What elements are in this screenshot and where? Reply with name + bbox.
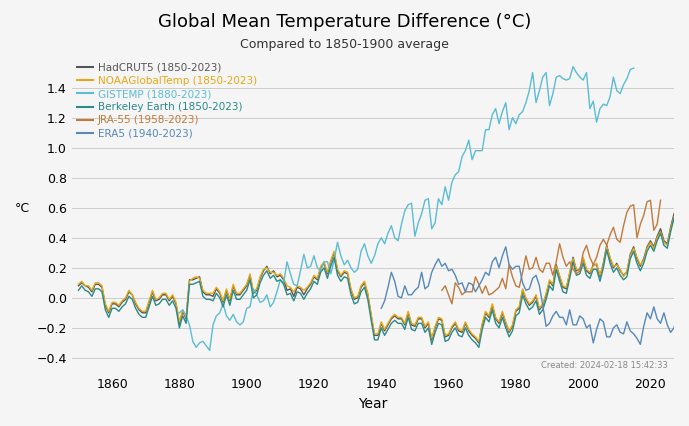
Y-axis label: °C: °C bbox=[15, 202, 30, 215]
Legend: HadCRUT5 (1850-2023), NOAAGlobalTemp (1850-2023), GISTEMP (1880-2023), Berkeley : HadCRUT5 (1850-2023), NOAAGlobalTemp (18… bbox=[77, 63, 257, 138]
Text: Created: 2024-02-18 15:42:33: Created: 2024-02-18 15:42:33 bbox=[541, 361, 668, 370]
Text: Global Mean Temperature Difference (°C): Global Mean Temperature Difference (°C) bbox=[158, 13, 531, 31]
X-axis label: Year: Year bbox=[358, 397, 387, 411]
Text: Compared to 1850-1900 average: Compared to 1850-1900 average bbox=[240, 38, 449, 52]
